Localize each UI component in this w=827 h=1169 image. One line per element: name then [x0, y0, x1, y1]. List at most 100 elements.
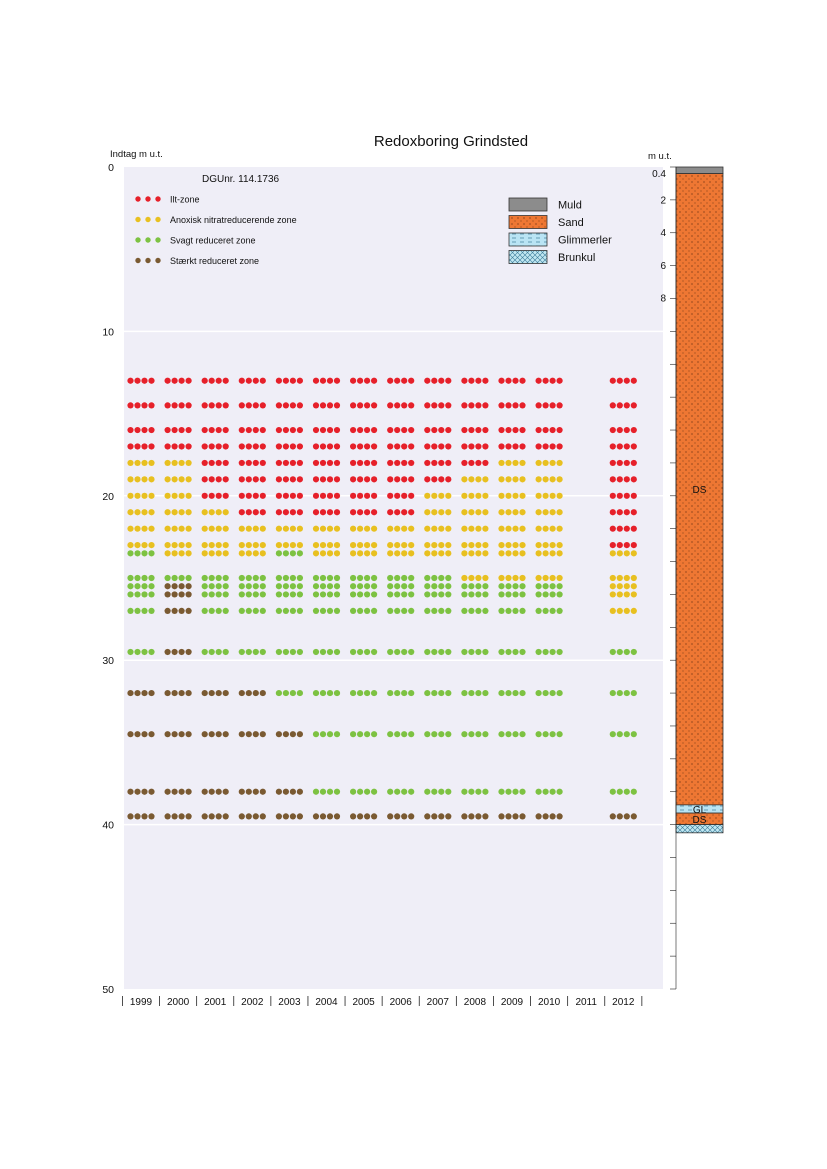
point-anox-2010: [549, 574, 556, 582]
point-ilt-2000: [171, 443, 178, 450]
point-anox-2010: [556, 550, 563, 557]
legend-dot-anox: [135, 216, 141, 223]
point-staerkt-1999: [134, 731, 141, 738]
point-staerkt-2002: [259, 813, 266, 820]
point-anox-2008: [468, 550, 475, 557]
point-svagt-2005: [371, 583, 378, 590]
point-ilt-2005: [371, 476, 378, 483]
point-anox-2009: [519, 550, 526, 557]
point-ilt-2005: [357, 443, 364, 450]
point-svagt-2010: [549, 648, 556, 656]
point-anox-2007: [445, 542, 452, 549]
point-svagt-2004: [333, 788, 341, 795]
point-ilt-2002: [259, 377, 266, 384]
point-anox-2002: [252, 542, 259, 549]
point-svagt-2004: [319, 574, 327, 582]
point-svagt-2005: [357, 583, 364, 590]
point-svagt-2001: [201, 583, 208, 590]
point-ilt-2003: [296, 509, 303, 516]
point-anox-2008: [468, 476, 475, 483]
point-ilt-2010: [549, 402, 556, 409]
point-staerkt-2003: [275, 788, 282, 795]
lithology-legend-label-muld: Muld: [558, 200, 582, 212]
point-anox-2010: [556, 525, 563, 532]
point-anox-1999: [134, 476, 141, 483]
point-ilt-2001: [222, 476, 229, 483]
point-ilt-2012: [630, 509, 637, 516]
point-anox-2010: [556, 574, 563, 582]
point-svagt-2009: [519, 583, 526, 590]
point-ilt-2003: [296, 426, 303, 434]
point-staerkt-2000: [185, 788, 192, 795]
point-ilt-2012: [630, 443, 637, 450]
point-anox-2000: [185, 492, 192, 499]
point-svagt-1999: [141, 583, 148, 590]
point-anox-1999: [141, 476, 148, 483]
point-staerkt-1999: [134, 788, 141, 795]
point-anox-2000: [178, 476, 185, 483]
point-staerkt-2010: [556, 813, 563, 820]
point-anox-2009: [512, 525, 519, 532]
point-ilt-2002: [238, 509, 245, 516]
point-anox-2008: [468, 574, 475, 582]
point-staerkt-2009: [512, 813, 519, 820]
point-anox-2003: [275, 525, 282, 532]
point-ilt-2004: [319, 492, 327, 499]
point-anox-2005: [350, 550, 357, 557]
point-svagt-1999: [134, 591, 141, 598]
point-svagt-2005: [350, 591, 357, 598]
point-svagt-2007: [438, 648, 445, 656]
point-ilt-2005: [371, 443, 378, 450]
point-ilt-2009: [512, 402, 519, 409]
point-svagt-2006: [387, 607, 394, 614]
legend-label-staerkt: Stærkt reduceret zone: [170, 256, 259, 266]
point-svagt-2006: [401, 583, 408, 590]
point-svagt-2010: [549, 583, 556, 590]
point-anox-1999: [127, 459, 134, 467]
point-ilt-2002: [259, 509, 266, 516]
point-ilt-2006: [401, 492, 408, 499]
point-staerkt-2000: [185, 591, 192, 598]
point-ilt-2006: [387, 443, 394, 450]
point-ilt-2004: [312, 509, 320, 516]
point-svagt-2001: [215, 574, 222, 582]
point-anox-2006: [408, 525, 415, 532]
point-staerkt-2012: [609, 813, 616, 820]
point-anox-2004: [326, 525, 334, 532]
point-anox-2012: [616, 591, 623, 598]
point-svagt-2005: [371, 591, 378, 598]
point-svagt-2012: [609, 731, 616, 738]
point-staerkt-2001: [215, 788, 222, 795]
point-svagt-2004: [319, 607, 327, 614]
point-ilt-2005: [371, 459, 378, 467]
point-ilt-2004: [312, 377, 320, 384]
point-ilt-2004: [319, 402, 327, 409]
point-anox-2012: [616, 583, 623, 590]
point-anox-2009: [505, 476, 512, 483]
point-staerkt-1999: [127, 813, 134, 820]
point-svagt-2005: [350, 689, 357, 697]
point-svagt-2002: [252, 583, 259, 590]
point-anox-2004: [319, 550, 327, 557]
point-svagt-2002: [238, 574, 245, 582]
point-svagt-2008: [461, 731, 468, 738]
point-ilt-2005: [364, 426, 371, 434]
point-svagt-2008: [475, 689, 482, 697]
point-ilt-2012: [609, 426, 616, 434]
point-ilt-2000: [164, 377, 171, 384]
point-ilt-2012: [609, 542, 616, 549]
point-svagt-2006: [394, 689, 401, 697]
point-ilt-2010: [542, 377, 549, 384]
point-svagt-2003: [275, 574, 282, 582]
point-ilt-2008: [475, 426, 482, 434]
legend-dot-anox: [145, 216, 151, 223]
point-ilt-2002: [245, 492, 252, 499]
point-ilt-2004: [326, 476, 334, 483]
point-anox-2012: [630, 574, 637, 582]
point-ilt-1999: [141, 402, 148, 409]
point-staerkt-2007: [431, 813, 438, 820]
point-ilt-2000: [164, 402, 171, 409]
lithology-tick-4: 4: [660, 228, 666, 239]
point-svagt-2006: [387, 583, 394, 590]
point-ilt-2002: [259, 476, 266, 483]
